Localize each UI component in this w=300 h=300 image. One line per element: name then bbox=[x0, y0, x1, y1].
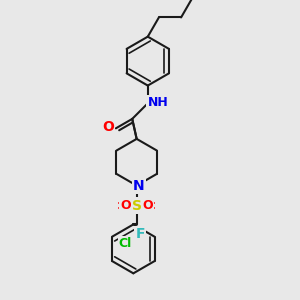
Text: S: S bbox=[132, 199, 142, 213]
Text: O: O bbox=[142, 199, 153, 212]
Text: O: O bbox=[120, 199, 131, 212]
Text: N: N bbox=[133, 178, 145, 193]
Text: NH: NH bbox=[147, 96, 168, 109]
Text: F: F bbox=[135, 227, 145, 242]
Text: O: O bbox=[102, 120, 114, 134]
Text: Cl: Cl bbox=[119, 237, 132, 250]
